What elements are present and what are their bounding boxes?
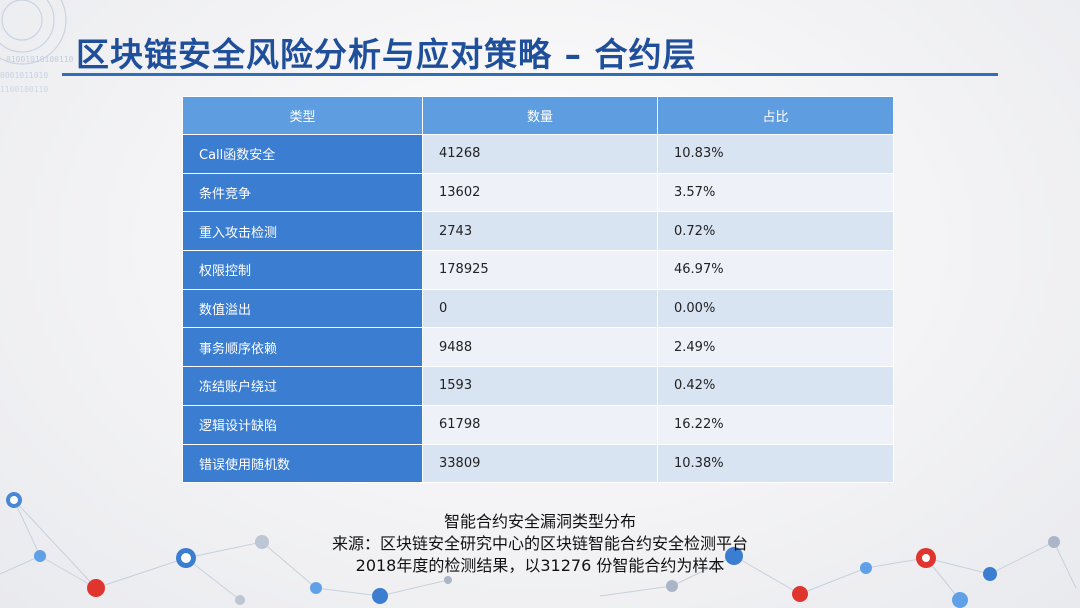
logo-binary-text: 01001010100110 bbox=[6, 55, 74, 64]
cell-count: 41268 bbox=[422, 134, 658, 174]
cell-type: 错误使用随机数 bbox=[182, 443, 423, 484]
network-node-icon bbox=[860, 562, 872, 574]
table-row: 逻辑设计缺陷 61798 16.22% bbox=[182, 404, 894, 445]
cell-type: 数值溢出 bbox=[182, 288, 423, 329]
cell-count: 9488 bbox=[422, 327, 658, 368]
slide-title: 区块链安全风险分析与应对策略 – 合约层 bbox=[76, 35, 697, 74]
cell-count: 33809 bbox=[422, 443, 658, 484]
network-node-icon bbox=[87, 579, 105, 597]
table-row: 错误使用随机数 33809 10.38% bbox=[182, 443, 894, 484]
title-bar: 区块链安全风险分析与应对策略 – 合约层 bbox=[62, 24, 998, 76]
cell-ratio: 46.97% bbox=[657, 250, 894, 290]
cell-type: 冻结账户绕过 bbox=[182, 366, 423, 406]
cell-type: 逻辑设计缺陷 bbox=[182, 404, 423, 445]
network-node-icon bbox=[255, 535, 269, 549]
cell-type: 条件竞争 bbox=[182, 172, 423, 213]
vulnerability-table: 类型 数量 占比 Call函数安全 41268 10.83% 条件竞争 1360… bbox=[182, 96, 894, 484]
network-node-icon bbox=[34, 550, 46, 562]
cell-count: 2743 bbox=[422, 211, 658, 252]
svg-text:1100100110: 1100100110 bbox=[0, 85, 48, 94]
caption-source: 来源：区块链安全研究中心的区块链智能合约安全检测平台 bbox=[331, 534, 748, 553]
cell-count: 1593 bbox=[422, 366, 658, 406]
cell-ratio: 10.38% bbox=[657, 443, 894, 484]
cell-ratio: 10.83% bbox=[657, 134, 894, 174]
table-row: 事务顺序依赖 9488 2.49% bbox=[182, 327, 894, 368]
table-row: Call函数安全 41268 10.83% bbox=[182, 134, 894, 174]
network-node-icon bbox=[372, 588, 388, 604]
table-row: 重入攻击检测 2743 0.72% bbox=[182, 211, 894, 252]
cell-ratio: 16.22% bbox=[657, 404, 894, 445]
table-row: 数值溢出 0 0.00% bbox=[182, 288, 894, 329]
cell-count: 178925 bbox=[422, 250, 658, 290]
cell-type: 权限控制 bbox=[182, 250, 423, 290]
header-type: 类型 bbox=[182, 96, 423, 135]
table-row: 权限控制 178925 46.97% bbox=[182, 250, 894, 290]
header-ratio: 占比 bbox=[657, 96, 894, 135]
cell-count: 13602 bbox=[422, 172, 658, 213]
cell-ratio: 0.42% bbox=[657, 366, 894, 406]
table-header-row: 类型 数量 占比 bbox=[182, 96, 894, 135]
binary-circle-logo: 01001010100110 0001011010 1100100110 bbox=[0, 0, 74, 94]
network-node-icon bbox=[792, 586, 808, 602]
svg-text:0001011010: 0001011010 bbox=[0, 71, 48, 80]
network-decoration bbox=[0, 492, 1077, 608]
network-node-icon bbox=[1048, 536, 1060, 548]
cell-type: Call函数安全 bbox=[182, 134, 423, 174]
network-node-icon bbox=[666, 580, 678, 592]
cell-ratio: 0.00% bbox=[657, 288, 894, 329]
cell-count: 61798 bbox=[422, 404, 658, 445]
header-count: 数量 bbox=[422, 96, 658, 135]
caption-sample: 2018年度的检测结果，以31276 份智能合约为样本 bbox=[355, 556, 725, 575]
table-row: 冻结账户绕过 1593 0.42% bbox=[182, 366, 894, 406]
network-node-icon bbox=[725, 547, 743, 565]
caption-title: 智能合约安全漏洞类型分布 bbox=[443, 512, 636, 531]
network-node-icon bbox=[310, 582, 322, 594]
cell-type: 重入攻击检测 bbox=[182, 211, 423, 252]
cell-ratio: 0.72% bbox=[657, 211, 894, 252]
cell-count: 0 bbox=[422, 288, 658, 329]
cell-type: 事务顺序依赖 bbox=[182, 327, 423, 368]
network-node-icon bbox=[983, 567, 997, 581]
cell-ratio: 3.57% bbox=[657, 172, 894, 213]
network-node-icon bbox=[235, 595, 245, 605]
network-node-icon bbox=[952, 592, 968, 608]
table-row: 条件竞争 13602 3.57% bbox=[182, 172, 894, 213]
network-node-icon bbox=[444, 576, 452, 584]
cell-ratio: 2.49% bbox=[657, 327, 894, 368]
